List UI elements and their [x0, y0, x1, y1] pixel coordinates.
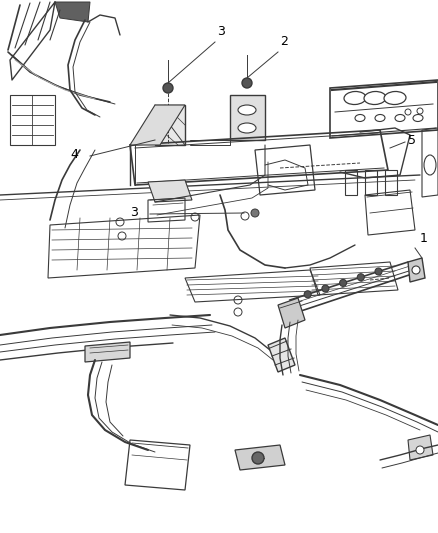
Text: 5: 5 [408, 133, 416, 147]
Polygon shape [268, 338, 295, 372]
Polygon shape [278, 298, 305, 328]
Ellipse shape [424, 155, 436, 175]
Polygon shape [55, 2, 90, 22]
Polygon shape [155, 105, 185, 145]
Text: 2: 2 [280, 35, 288, 48]
Circle shape [357, 274, 364, 281]
Polygon shape [85, 342, 130, 362]
Circle shape [163, 83, 173, 93]
Circle shape [242, 78, 252, 88]
Text: 3: 3 [130, 206, 138, 219]
Circle shape [375, 268, 382, 275]
Ellipse shape [355, 115, 365, 122]
Polygon shape [408, 435, 433, 460]
Circle shape [339, 279, 346, 286]
Ellipse shape [238, 105, 256, 115]
Circle shape [304, 291, 311, 298]
Ellipse shape [375, 115, 385, 122]
Ellipse shape [395, 115, 405, 122]
Polygon shape [408, 258, 425, 282]
Circle shape [252, 452, 264, 464]
Circle shape [251, 209, 259, 217]
Polygon shape [230, 95, 265, 140]
Ellipse shape [344, 92, 366, 104]
Ellipse shape [364, 92, 386, 104]
Circle shape [416, 446, 424, 454]
Polygon shape [235, 445, 285, 470]
Circle shape [322, 285, 329, 292]
Ellipse shape [238, 123, 256, 133]
Circle shape [412, 266, 420, 274]
Polygon shape [130, 105, 185, 145]
Text: 1: 1 [420, 232, 428, 245]
Text: 4: 4 [70, 149, 78, 161]
Text: 3: 3 [217, 25, 225, 38]
Ellipse shape [413, 115, 423, 122]
Polygon shape [148, 180, 192, 202]
Ellipse shape [384, 92, 406, 104]
